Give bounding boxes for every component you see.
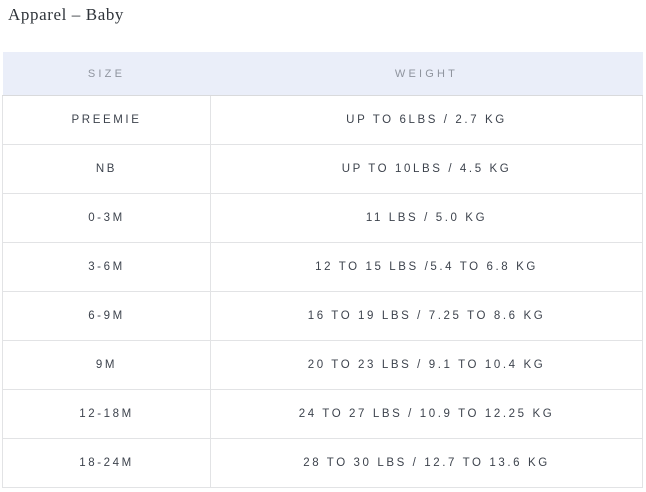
column-header-size: SIZE [2,52,211,96]
weight-cell: UP TO 6LBS / 2.7 KG [210,95,643,145]
table-body: PREEMIE UP TO 6LBS / 2.7 KG NB UP TO 10L… [2,95,643,488]
weight-cell: UP TO 10LBS / 4.5 KG [210,144,643,194]
table-row: NB UP TO 10LBS / 4.5 KG [2,144,643,194]
weight-cell: 11 LBS / 5.0 KG [210,193,643,243]
size-cell: 18-24M [2,438,211,488]
table-row: 3-6M 12 TO 15 LBS /5.4 TO 6.8 KG [2,242,643,292]
size-cell: PREEMIE [2,95,211,145]
table-row: 6-9M 16 TO 19 LBS / 7.25 TO 8.6 KG [2,291,643,341]
header-row: SIZE WEIGHT [2,52,643,96]
size-cell: 9M [2,340,211,390]
page-title: Apparel – Baby [8,5,125,24]
size-cell: 3-6M [2,242,211,292]
table-row: 18-24M 28 TO 30 LBS / 12.7 TO 13.6 KG [2,438,643,488]
column-header-weight: WEIGHT [210,52,643,96]
size-cell: 12-18M [2,389,211,439]
weight-cell: 28 TO 30 LBS / 12.7 TO 13.6 KG [210,438,643,488]
table-row: 9M 20 TO 23 LBS / 9.1 TO 10.4 KG [2,340,643,390]
weight-cell: 16 TO 19 LBS / 7.25 TO 8.6 KG [210,291,643,341]
table-row: 0-3M 11 LBS / 5.0 KG [2,193,643,243]
weight-cell: 20 TO 23 LBS / 9.1 TO 10.4 KG [210,340,643,390]
table-row: PREEMIE UP TO 6LBS / 2.7 KG [2,95,643,145]
weight-cell: 12 TO 15 LBS /5.4 TO 6.8 KG [210,242,643,292]
size-cell: NB [2,144,211,194]
table-header: SIZE WEIGHT [2,52,643,96]
weight-cell: 24 TO 27 LBS / 10.9 TO 12.25 KG [210,389,643,439]
size-cell: 0-3M [2,193,211,243]
size-chart-table: SIZE WEIGHT PREEMIE UP TO 6LBS / 2.7 KG … [2,52,643,488]
table-row: 12-18M 24 TO 27 LBS / 10.9 TO 12.25 KG [2,389,643,439]
size-cell: 6-9M [2,291,211,341]
